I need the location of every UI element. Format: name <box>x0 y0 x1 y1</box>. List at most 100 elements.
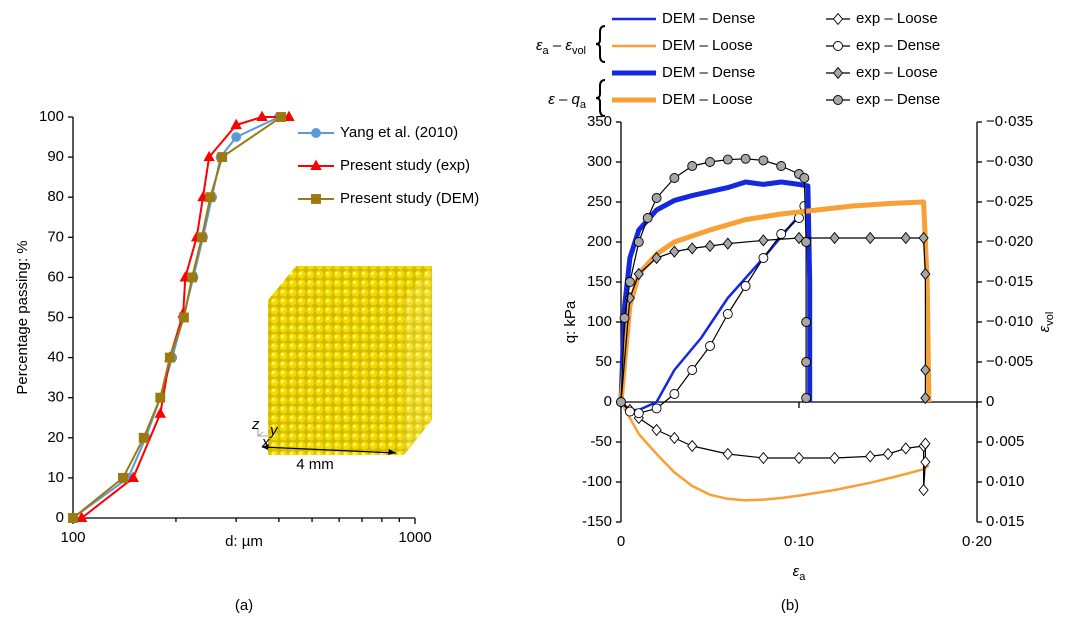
marker <box>793 451 805 465</box>
marker <box>75 511 88 523</box>
legend-label: DEM – Dense <box>662 10 755 27</box>
y-tick-label: -150 <box>582 513 612 530</box>
marker <box>154 407 167 418</box>
legend-group-sub: vol <box>572 45 586 57</box>
marker <box>669 389 680 399</box>
x-tick-label: 0·20 <box>962 533 992 550</box>
marker <box>155 392 166 403</box>
series-line <box>618 199 932 403</box>
marker <box>801 237 812 247</box>
x-tick-label: 0 <box>617 533 625 550</box>
marker <box>793 231 805 245</box>
marker <box>882 447 894 461</box>
marker <box>624 291 635 305</box>
x-tick-label: 100 <box>60 529 85 546</box>
marker <box>918 231 929 245</box>
marker <box>722 154 733 165</box>
y2-tick-label: −0·015 <box>986 273 1033 290</box>
y-tick-label: 50 <box>595 353 612 370</box>
marker <box>187 272 198 283</box>
legend-brace <box>595 25 606 63</box>
series-line <box>620 158 807 403</box>
legend-group-sub: a <box>543 45 550 57</box>
marker <box>920 455 931 469</box>
marker <box>196 232 207 243</box>
y-tick-label: 200 <box>587 233 612 250</box>
marker <box>705 157 715 167</box>
legend-label: exp – Dense <box>856 37 940 54</box>
y-tick-label: 0 <box>604 393 612 410</box>
marker <box>920 363 931 377</box>
y2-tick-label: −0·035 <box>986 113 1033 130</box>
y2-tick-label: 0·010 <box>986 473 1024 490</box>
marker <box>127 471 139 482</box>
marker <box>633 237 644 247</box>
y2-tick-label: 0 <box>986 393 994 410</box>
marker <box>633 267 644 281</box>
marker <box>687 365 698 375</box>
y2-tick-label: −0·020 <box>986 233 1033 250</box>
series-line <box>81 116 289 519</box>
series-line <box>620 401 926 491</box>
marker <box>829 451 840 465</box>
y-tick-label: 10 <box>47 469 64 486</box>
marker <box>758 155 769 166</box>
x-tick-label: 0·10 <box>784 533 814 550</box>
legend-group-text: – ε <box>549 37 573 54</box>
marker <box>205 192 216 203</box>
marker <box>722 309 733 319</box>
marker <box>740 281 751 291</box>
legend-label: exp – Loose <box>856 10 938 27</box>
legend-label: Present study (DEM) <box>340 190 479 207</box>
inset-scale-label: 4 mm <box>296 456 334 473</box>
legend-group-label: εa – εvol <box>536 37 586 57</box>
marker <box>918 483 929 497</box>
x-tick-label: 1000 <box>398 529 431 546</box>
marker <box>920 437 931 450</box>
caption: (b) <box>781 597 799 614</box>
x-axis-title: εa <box>793 563 807 583</box>
y-tick-label: 30 <box>47 389 64 406</box>
marker <box>687 242 698 255</box>
marker <box>231 132 242 143</box>
y-tick-label: 70 <box>47 228 64 245</box>
marker <box>138 432 149 443</box>
y2-tick-label: 0·005 <box>986 433 1024 450</box>
marker <box>740 153 751 164</box>
y-tick-label: 300 <box>587 153 612 170</box>
legend-label: DEM – Loose <box>662 91 753 108</box>
inset-axis-label: x <box>261 434 270 451</box>
y-tick-label: 100 <box>39 108 64 125</box>
marker <box>310 159 322 171</box>
marker <box>633 408 644 419</box>
y2-axis-title: εvol <box>1036 312 1056 333</box>
series-line <box>72 116 280 519</box>
marker <box>651 251 662 265</box>
legend-group-label: ε – qa <box>548 91 587 111</box>
y-tick-label: -100 <box>582 473 612 490</box>
y-tick-label: 90 <box>47 148 64 165</box>
marker <box>651 423 662 437</box>
x-axis-title: d: µm <box>225 533 263 550</box>
marker <box>616 397 626 407</box>
y-tick-label: 150 <box>587 273 612 290</box>
cube-front <box>268 300 404 455</box>
legend-label: exp – Dense <box>856 91 940 108</box>
y-tick-label: 50 <box>47 308 64 325</box>
inset-cube <box>257 266 432 455</box>
scale-arrow <box>261 446 397 454</box>
marker <box>276 112 287 122</box>
marker <box>758 234 769 247</box>
marker <box>865 231 876 245</box>
marker <box>283 110 295 122</box>
y-tick-label: 60 <box>47 268 64 285</box>
legend-label: DEM – Dense <box>662 64 755 81</box>
series-line <box>619 401 930 502</box>
marker <box>776 229 787 239</box>
cube-side <box>404 266 432 455</box>
y-tick-label: -50 <box>590 433 612 450</box>
marker <box>900 442 911 455</box>
legend-group-text: ε – q <box>548 91 580 108</box>
marker <box>920 391 931 405</box>
